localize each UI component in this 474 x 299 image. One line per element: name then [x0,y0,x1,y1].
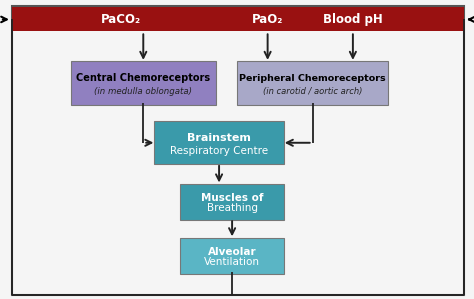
FancyBboxPatch shape [237,61,388,105]
Text: Alveolar: Alveolar [208,247,256,257]
FancyBboxPatch shape [180,238,284,274]
Text: Ventilation: Ventilation [204,257,260,267]
FancyBboxPatch shape [180,184,284,220]
Text: Breathing: Breathing [207,203,257,213]
Text: Respiratory Centre: Respiratory Centre [170,146,268,156]
Text: Central Chemoreceptors: Central Chemoreceptors [76,73,210,83]
FancyBboxPatch shape [154,121,284,164]
Text: PaCO₂: PaCO₂ [100,13,141,26]
FancyBboxPatch shape [12,7,464,31]
Text: Peripheral Chemoreceptors: Peripheral Chemoreceptors [239,74,386,83]
Text: Muscles of: Muscles of [201,193,264,203]
FancyBboxPatch shape [71,61,216,105]
Text: (in carotid / aortic arch): (in carotid / aortic arch) [263,86,362,96]
Text: Blood pH: Blood pH [323,13,383,26]
Text: (in medulla oblongata): (in medulla oblongata) [94,86,192,96]
Text: PaO₂: PaO₂ [252,13,283,26]
Text: Brainstem: Brainstem [187,133,251,143]
